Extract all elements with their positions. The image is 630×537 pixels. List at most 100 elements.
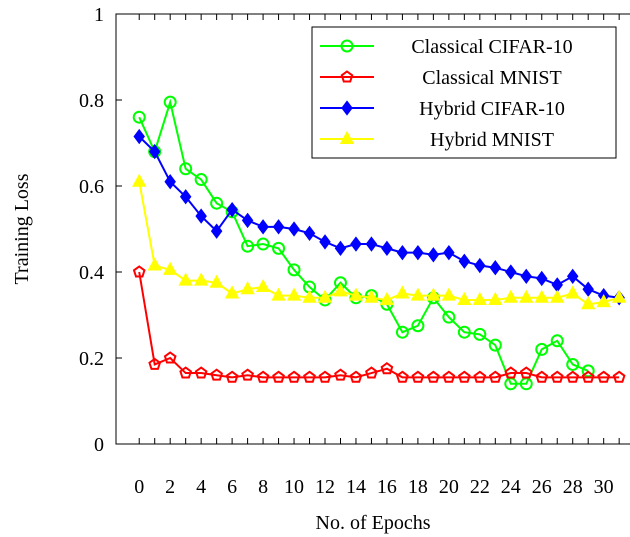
series-hybrid-mnist [132,173,627,310]
legend-label: Classical CIFAR-10 [411,36,572,58]
data-point [241,239,255,253]
data-point [179,189,192,205]
x-tick-label: 12 [315,476,335,498]
data-point [395,285,410,299]
data-point [380,362,394,375]
data-point [287,263,301,277]
x-tick-label: 4 [196,476,206,498]
data-point [458,253,471,269]
data-point [582,281,594,297]
data-point [303,370,316,383]
x-tick-label: 2 [165,476,175,498]
legend-entry: Hybrid MNIST [320,129,554,151]
data-point [257,219,269,235]
data-point [319,234,331,250]
data-point [256,370,270,383]
series-classical-mnist [132,265,626,383]
data-point [536,270,548,287]
data-point [535,342,549,356]
data-point [209,274,224,288]
legend-entry: Hybrid CIFAR-10 [320,98,565,120]
data-point [581,370,595,383]
data-point [334,240,347,257]
data-point [488,370,502,383]
data-point [519,366,533,379]
data-point [550,289,565,303]
data-point [195,208,207,224]
x-tick-label: 0 [134,476,144,498]
x-tick-label: 14 [346,476,366,498]
data-point [566,370,580,383]
data-point [566,357,580,371]
y-tick-label: 0.2 [79,348,104,370]
data-point [442,370,456,383]
data-point [194,173,208,187]
data-point [210,196,224,210]
data-point [148,143,161,160]
x-tick-label: 24 [501,476,521,498]
data-point [179,366,193,379]
data-point [241,212,254,229]
data-point [132,265,146,278]
y-tick-label: 0.8 [79,90,104,112]
data-point [272,219,285,235]
data-point [395,325,409,339]
legend-label: Hybrid MNIST [430,129,554,151]
data-point [473,370,487,383]
x-tick-label: 16 [377,476,397,498]
data-point [534,289,549,303]
data-point [566,268,579,284]
y-tick-label: 0.6 [79,176,104,198]
legend-entry: Classical MNIST [320,67,562,89]
data-point [364,289,379,303]
legend-marker [339,130,355,144]
data-point [349,370,363,383]
series-layer [132,95,627,391]
data-point [193,272,209,286]
x-tick-label: 22 [470,476,490,498]
x-tick-label: 30 [594,476,614,498]
plot-frame [115,13,630,445]
data-point [457,325,471,339]
legend-box [311,26,617,159]
data-point [224,285,240,299]
data-point [226,201,238,218]
data-point [132,173,147,187]
x-axis-title: No. of Epochs [316,512,431,534]
data-point [396,244,409,261]
data-point [381,240,393,257]
data-point [411,370,425,383]
data-point [163,95,177,109]
x-tick-label: 26 [532,476,552,498]
data-point [210,368,224,381]
data-point [333,283,348,297]
data-point [535,370,549,383]
data-point [194,366,208,379]
data-point [132,110,146,124]
data-point [505,264,517,280]
x-tick-label: 6 [227,476,237,498]
data-point [365,236,378,252]
data-point [365,366,378,379]
data-point [396,370,409,383]
data-point [133,128,145,145]
x-tick-label: 28 [563,476,583,498]
data-point [317,289,333,303]
data-point [442,310,456,324]
data-point [287,370,301,383]
data-point [164,174,176,190]
axes [115,13,630,445]
data-point [411,319,425,333]
data-point [473,327,487,341]
y-axis-title: Training Loss [11,173,33,284]
tick-labels: 00.20.40.60.810 2 4 6 8 10 12 14 16 18 20 22 24 26 28 3… [79,4,614,498]
data-point [241,368,255,381]
data-point [503,289,518,303]
data-point [147,257,162,271]
data-point [457,370,471,383]
data-point [350,236,362,252]
x-tick-label: 10 [284,476,304,498]
data-point [457,291,472,305]
ticks [116,13,620,445]
